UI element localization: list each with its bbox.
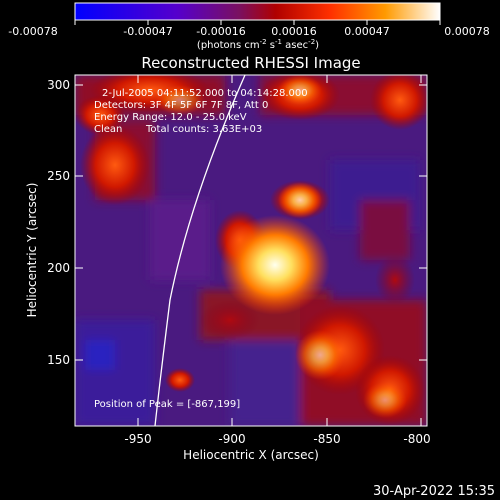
plot-axes: -950 -900 -850 -800 150 200 250 300 Heli… (25, 74, 431, 462)
y-tick-4: 300 (47, 78, 70, 92)
plot-title: Reconstructed RHESSI Image (141, 54, 360, 72)
y-axis-label: Heliocentric Y (arcsec) (25, 183, 39, 318)
peak-position-label: Position of Peak = [-867,199] (94, 399, 240, 410)
colorbar: -0.00078 -0.00047 -0.00016 0.00016 0.000… (8, 2, 490, 51)
total-counts-label: Total counts: 3.63E+03 (145, 124, 262, 135)
colorbar-tick-2: -0.00047 (123, 25, 172, 38)
rhessi-image (75, 75, 427, 426)
colorbar-gradient (74, 2, 441, 21)
colorbar-tick-1: -0.00078 (8, 25, 57, 38)
colorbar-tick-4: 0.00016 (271, 25, 317, 38)
y-tick-1: 150 (47, 353, 70, 367)
clean-label: Clean (94, 124, 122, 135)
energy-range-label: Energy Range: 12.0 - 25.0 keV (94, 112, 247, 123)
footer-date: 30-Apr-2022 15:35 (373, 484, 495, 499)
time-range-label: 2-Jul-2005 04:11:52.000 to 04:14:28.000 (102, 88, 308, 99)
colorbar-tick-5: 0.00047 (344, 25, 390, 38)
x-tick-2: -900 (218, 432, 245, 446)
y-tick-2: 200 (47, 261, 70, 275)
x-tick-4: -800 (403, 432, 430, 446)
x-tick-3: -850 (313, 432, 340, 446)
y-tick-3: 250 (47, 169, 70, 183)
x-tick-1: -950 (124, 432, 151, 446)
colorbar-unit-label: (photons cm-2 s-1 asec-2) (197, 38, 319, 51)
detectors-label: Detectors: 3F 4F 5F 6F 7F 8F, Att 0 (94, 100, 268, 111)
colorbar-tick-6: 0.00078 (444, 25, 490, 38)
colorbar-tick-3: -0.00016 (196, 25, 245, 38)
x-axis-label: Heliocentric X (arcsec) (183, 448, 319, 462)
annotations: 2-Jul-2005 04:11:52.000 to 04:14:28.000 … (94, 88, 308, 410)
solar-limb-line (154, 75, 246, 426)
